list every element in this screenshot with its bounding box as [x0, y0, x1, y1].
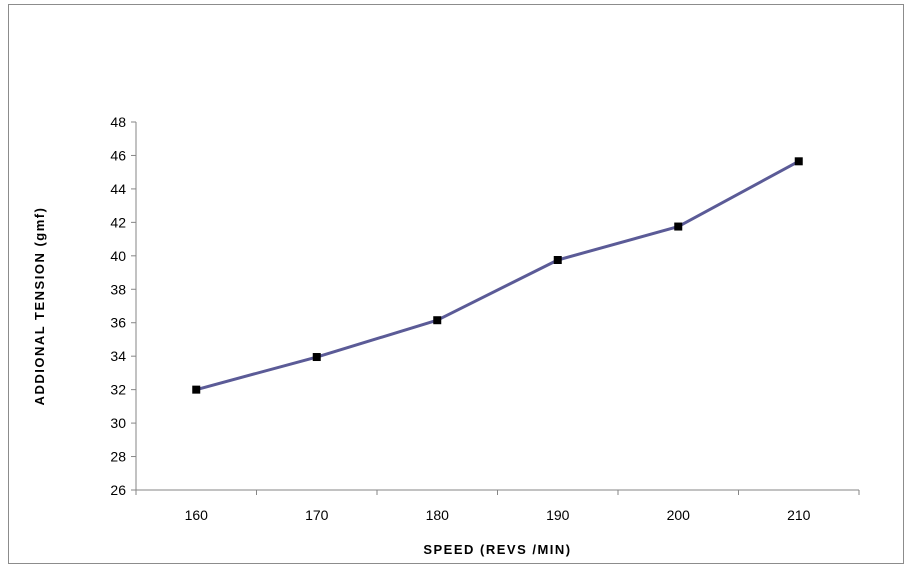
y-tick-label: 36 [110, 315, 126, 331]
y-tick-label: 28 [110, 449, 126, 465]
series-group [192, 157, 803, 394]
y-tick-label: 44 [110, 181, 126, 197]
chart-frame [8, 4, 904, 564]
x-tick-label: 200 [667, 507, 691, 523]
x-tick-label: 180 [426, 507, 450, 523]
y-tick-label: 34 [110, 348, 126, 364]
x-tick-label: 160 [185, 507, 209, 523]
x-tick-label: 170 [305, 507, 329, 523]
y-tick-label: 46 [110, 147, 126, 163]
y-tick-label: 42 [110, 214, 126, 230]
data-point-marker [192, 385, 201, 394]
y-tick-label: 26 [110, 482, 126, 498]
x-axis-title: SPEED (REVS /MIN) [423, 542, 571, 557]
x-tick-label: 210 [787, 507, 811, 523]
y-tick-label: 30 [110, 415, 126, 431]
y-tick-label: 32 [110, 382, 126, 398]
data-point-marker [433, 316, 442, 325]
data-point-marker [794, 157, 803, 166]
data-point-marker [312, 353, 321, 362]
data-point-marker [553, 256, 562, 264]
y-tick-label: 40 [110, 248, 126, 264]
y-axis-ticks: 26 28 30 32 34 36 38 40 42 44 46 48 [110, 114, 136, 498]
y-tick-label: 38 [110, 281, 126, 297]
x-tick-label: 190 [546, 507, 570, 523]
y-axis-title: ADDIONAL TENSION (gmf) [32, 207, 47, 406]
series-line [195, 159, 800, 392]
y-tick-label: 48 [110, 114, 126, 130]
data-point-marker [674, 222, 683, 231]
x-axis-ticks: 160 170 180 190 200 210 [135, 490, 860, 523]
